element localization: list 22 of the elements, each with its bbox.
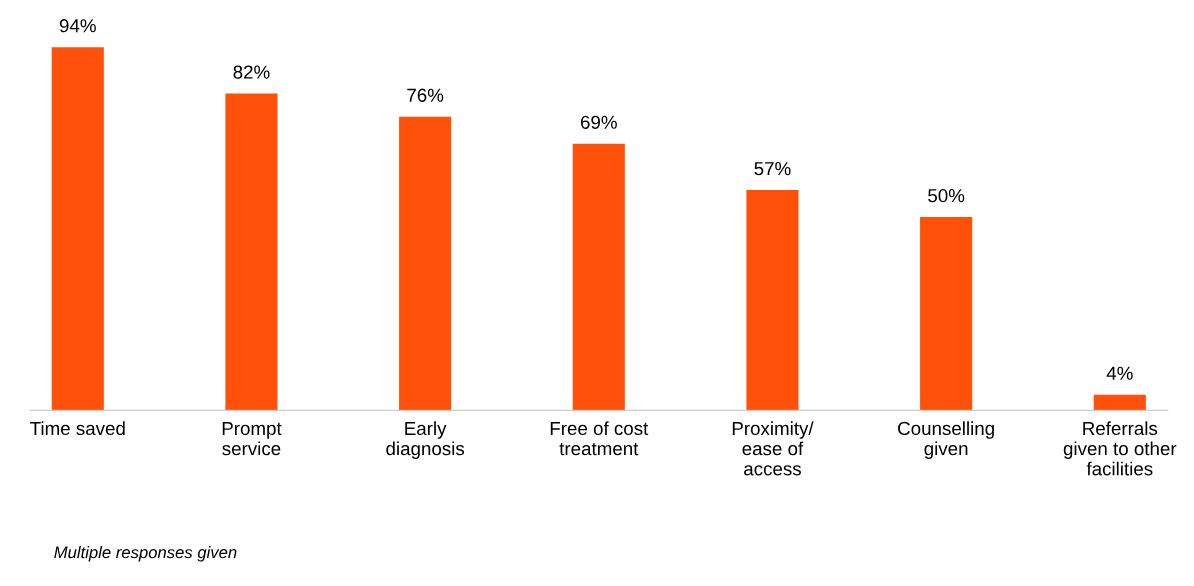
bar [399,116,452,411]
bar [51,47,104,411]
bar [225,93,278,411]
x-tick-label: Prompt service [222,422,282,456]
x-tick-label: Proximity/ ease of access [732,421,814,476]
x-tick-label: Time saved [30,421,125,436]
data-label: 4% [1106,366,1133,380]
bar [572,143,625,411]
text: Multiple responses given [54,546,237,562]
data-label: 94% [59,19,96,33]
x-tick-label: Early diagnosis [386,421,465,459]
x-tick-label: Counselling given [898,421,994,459]
x-tick-label: Referrals given to other facilities [1063,421,1177,476]
data-label: 69% [580,115,617,129]
bar [1093,394,1146,411]
data-label: 76% [407,88,444,102]
bar [920,217,973,411]
data-label: 50% [928,189,965,203]
x-tick-label: Free of cost treatment [550,421,649,456]
bar [746,190,799,411]
data-label: 82% [233,65,270,79]
data-label: 57% [754,162,791,176]
